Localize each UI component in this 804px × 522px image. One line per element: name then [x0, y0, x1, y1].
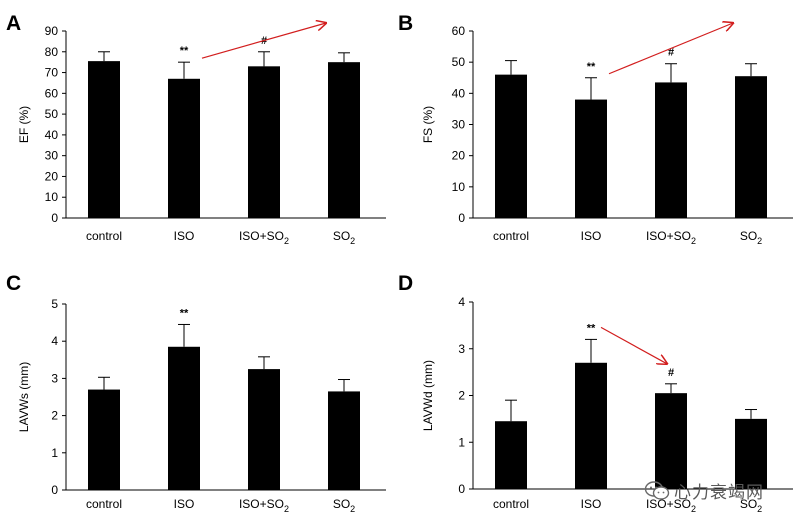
significance-marker: #	[668, 47, 674, 59]
y-tick-label: 4	[51, 334, 58, 348]
bar-control	[495, 74, 527, 218]
y-tick-label: 40	[45, 128, 59, 142]
panel-letter: C	[6, 272, 21, 295]
trend-arrow	[600, 326, 667, 363]
watermark-text: 心力衰竭网	[674, 483, 764, 503]
significance-marker: **	[180, 45, 189, 57]
y-tick-label: 5	[51, 297, 58, 311]
bar-ISO	[168, 78, 200, 219]
bar-ISO	[168, 346, 200, 490]
y-tick-label: 30	[45, 149, 59, 163]
x-category-label: ISO	[174, 497, 195, 511]
y-tick-label: 60	[45, 86, 59, 100]
x-category-label: SO2	[333, 229, 355, 246]
bar-ISO+SO2	[248, 66, 280, 218]
y-axis-label: LAVWs (mm)	[17, 362, 31, 432]
y-tick-label: 2	[458, 389, 465, 403]
trend-arrow	[201, 23, 326, 59]
x-category-label: ISO	[174, 229, 195, 243]
y-tick-label: 70	[45, 66, 59, 80]
wechat-logo-icon	[644, 480, 670, 500]
x-category-label: ISO+SO2	[646, 229, 696, 246]
y-tick-label: 0	[51, 483, 58, 497]
bar-ISO	[575, 362, 607, 489]
y-tick-label: 0	[458, 482, 465, 496]
y-tick-label: 10	[452, 180, 466, 194]
y-axis-label: FS (%)	[421, 106, 435, 143]
bar-control	[88, 389, 120, 490]
y-tick-label: 60	[452, 24, 466, 38]
y-tick-label: 0	[51, 211, 58, 225]
x-category-label: ISO	[581, 497, 602, 511]
x-category-label: control	[86, 229, 122, 243]
x-category-label: SO2	[740, 229, 762, 246]
y-tick-label: 50	[452, 55, 466, 69]
y-tick-label: 20	[45, 169, 59, 183]
panel-letter: D	[398, 272, 413, 295]
watermark: 心力衰竭网	[644, 478, 764, 503]
x-category-label: SO2	[333, 497, 355, 514]
y-tick-label: 0	[458, 211, 465, 225]
y-tick-label: 40	[452, 86, 466, 100]
x-category-label: SO2	[740, 497, 762, 514]
panel-letter: A	[6, 12, 21, 35]
x-category-label: ISO+SO2	[239, 497, 289, 514]
bar-control	[495, 421, 527, 489]
y-tick-label: 10	[45, 190, 59, 204]
y-tick-label: 1	[458, 435, 465, 449]
significance-marker: **	[587, 61, 596, 73]
y-axis-label: EF (%)	[17, 106, 31, 143]
y-tick-label: 30	[452, 118, 466, 132]
x-category-label: ISO+SO2	[239, 229, 289, 246]
y-tick-label: 20	[452, 149, 466, 163]
bar-SO2	[735, 418, 767, 489]
significance-marker: **	[587, 322, 596, 334]
bar-SO2	[328, 62, 360, 218]
bar-ISO+SO2	[655, 82, 687, 218]
x-category-label: ISO	[581, 229, 602, 243]
bar-control	[88, 61, 120, 218]
y-tick-label: 80	[45, 45, 59, 59]
bar-ISO+SO2	[248, 369, 280, 490]
y-tick-label: 50	[45, 107, 59, 121]
y-tick-label: 2	[51, 409, 58, 423]
bar-ISO+SO2	[655, 393, 687, 489]
bar-SO2	[328, 391, 360, 490]
bar-SO2	[735, 76, 767, 218]
bar-ISO	[575, 99, 607, 218]
chart-panel-B: B 0 10 20 30 40 50 60 FS (%) control ** ISO # ISO+SO2…	[398, 12, 793, 246]
y-tick-label: 1	[51, 446, 58, 460]
chart-panel-C: C 0 1 2 3 4 5 LAVWs (mm) control ** ISO ISO+SO2 SO2	[6, 272, 386, 514]
y-tick-label: 4	[458, 295, 465, 309]
y-axis-label: LAVWd (mm)	[421, 360, 435, 431]
chart-panel-D: D 0 1 2 3 4 LAVWd (mm) control ** ISO # ISO+SO2 SO2	[398, 272, 793, 514]
x-category-label: ISO+SO2	[646, 497, 696, 514]
y-tick-label: 3	[458, 342, 465, 356]
significance-marker: **	[180, 307, 189, 319]
x-category-label: control	[493, 229, 529, 243]
y-tick-label: 90	[45, 24, 59, 38]
x-category-label: control	[86, 497, 122, 511]
trend-arrow	[608, 23, 733, 75]
significance-marker: #	[668, 367, 674, 379]
x-category-label: control	[493, 497, 529, 511]
y-tick-label: 3	[51, 371, 58, 385]
panel-letter: B	[398, 12, 413, 35]
